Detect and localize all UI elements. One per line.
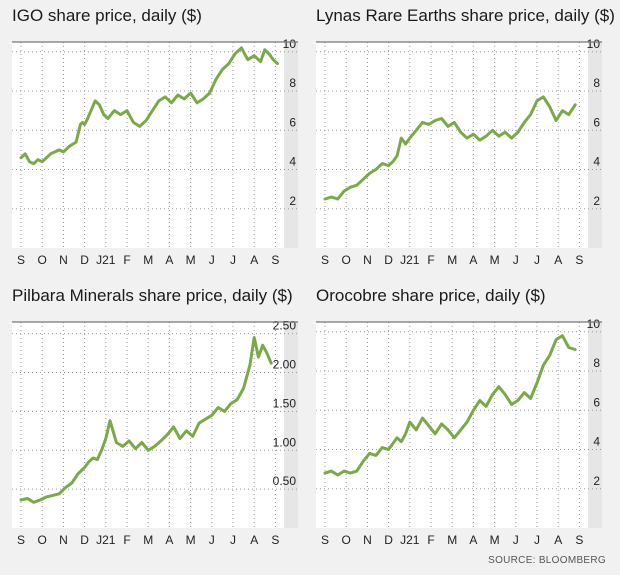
x-tick-label: S [321,253,329,267]
y-tick-label: 2 [593,474,600,488]
x-tick-label: J [230,533,236,547]
pilbara-chart-panel: Pilbara Minerals share price, daily ($) … [12,280,302,555]
plot-area [12,322,298,528]
x-tick-label: J [513,253,519,267]
x-tick-label: S [271,533,279,547]
x-tick-label: A [469,533,477,547]
x-tick-label: J [209,533,215,547]
x-tick-label: O [38,533,47,547]
y-tick-label: 8 [593,76,600,90]
x-tick-label: J21 [400,253,420,267]
x-tick-label: S [17,253,25,267]
x-tick-label: F [123,533,130,547]
x-tick-label: J21 [96,533,116,547]
plot-area [316,42,602,248]
x-tick-label: M [143,253,153,267]
x-tick-label: M [143,533,153,547]
x-tick-label: D [384,533,393,547]
x-tick-label: N [59,533,68,547]
y-tick-label: 6 [289,115,296,129]
chart-title: Lynas Rare Earths share price, daily ($) [316,6,615,25]
chart-title: Pilbara Minerals share price, daily ($) [12,286,293,305]
x-tick-label: N [59,253,68,267]
igo-chart-panel: IGO share price, daily ($) S O N D J21 F M A M J J… [12,0,302,275]
x-tick-label: M [447,253,457,267]
x-tick-label: A [250,253,258,267]
pilbara-chart: S O N D J21 F M A M J J A S0.501.001.502.002.50 [12,319,298,547]
current-month-shade [588,42,602,248]
x-tick-label: A [165,253,173,267]
price-line [323,334,577,477]
x-tick-label: A [554,533,562,547]
x-tick-label: F [427,533,434,547]
current-month-shade [284,42,298,248]
x-tick-label: J21 [400,533,420,547]
x-tick-label: N [363,253,372,267]
x-tick-label: O [38,253,47,267]
x-tick-label: J [513,533,519,547]
y-tick-label: 2 [289,194,296,208]
y-tick-label: 4 [593,435,600,449]
x-tick-label: S [271,253,279,267]
y-tick-label: 4 [289,155,296,169]
x-tick-label: S [321,533,329,547]
x-tick-label: J21 [96,253,116,267]
y-tick-label: 4 [593,155,600,169]
x-tick-label: A [250,533,258,547]
x-tick-label: N [363,533,372,547]
x-tick-label: A [165,533,173,547]
x-tick-label: S [575,253,583,267]
y-tick-label: 8 [289,76,296,90]
x-tick-label: M [447,533,457,547]
x-tick-label: F [427,253,434,267]
y-tick-label: 6 [593,115,600,129]
x-tick-label: A [554,253,562,267]
x-tick-label: M [186,253,196,267]
price-line [19,46,279,166]
source-credit: SOURCE: BLOOMBERG [488,555,606,566]
y-tick-label: 1.00 [273,435,297,449]
x-tick-label: M [490,533,500,547]
price-line [323,95,577,201]
chart-title: Orocobre share price, daily ($) [316,286,546,305]
orocobre-chart-panel: Orocobre share price, daily ($) S O N D J21 F… [316,280,606,555]
x-tick-label: O [342,253,351,267]
x-tick-label: D [384,253,393,267]
x-tick-label: J [230,253,236,267]
y-tick-label: 0.50 [273,474,297,488]
x-tick-label: J [209,253,215,267]
chart-title: IGO share price, daily ($) [12,6,202,25]
x-tick-label: O [342,533,351,547]
current-month-shade [284,322,298,528]
x-tick-label: M [186,533,196,547]
plot-area [12,42,298,248]
plot-area [316,322,602,528]
y-tick-label: 10 [283,37,297,51]
price-line [19,336,273,504]
y-tick-label: 6 [593,395,600,409]
x-tick-label: F [123,253,130,267]
x-tick-label: S [575,533,583,547]
y-tick-label: 2 [593,194,600,208]
current-month-shade [588,322,602,528]
x-tick-label: A [469,253,477,267]
x-tick-label: D [80,253,89,267]
x-tick-label: J [534,253,540,267]
y-tick-label: 10 [587,37,601,51]
y-tick-label: 1.50 [273,396,297,410]
x-tick-label: D [80,533,89,547]
y-tick-label: 8 [593,356,600,370]
x-tick-label: M [490,253,500,267]
x-tick-label: J [534,533,540,547]
y-tick-label: 10 [587,317,601,331]
lynas-chart-panel: Lynas Rare Earths share price, daily ($)… [316,0,615,275]
y-tick-label: 2.00 [273,358,297,372]
y-tick-label: 2.50 [273,319,297,333]
x-tick-label: S [17,533,25,547]
